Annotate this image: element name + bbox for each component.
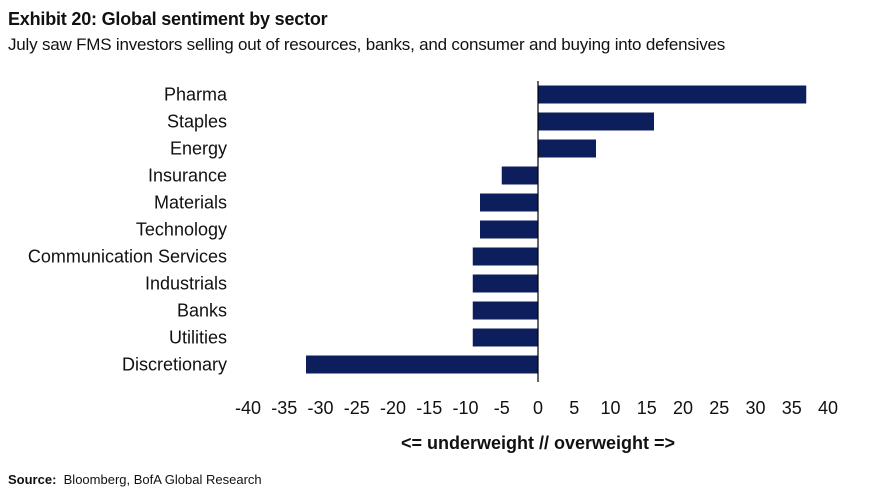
category-label: Utilities xyxy=(169,328,227,348)
x-tick-label: 0 xyxy=(533,398,543,418)
category-label: Insurance xyxy=(148,166,227,186)
category-label: Banks xyxy=(177,301,227,321)
category-label: Materials xyxy=(154,193,227,213)
x-tick-label: -30 xyxy=(307,398,333,418)
x-tick-label: 10 xyxy=(600,398,620,418)
category-label: Discretionary xyxy=(122,355,227,375)
bar xyxy=(472,328,538,347)
chart-title: Exhibit 20: Global sentiment by sector xyxy=(8,9,328,29)
x-tick-label: 40 xyxy=(818,398,838,418)
x-tick-label: -10 xyxy=(452,398,478,418)
category-label: Pharma xyxy=(164,85,228,105)
category-label: Communication Services xyxy=(28,247,227,267)
category-label: Industrials xyxy=(145,274,227,294)
x-tick-label: -5 xyxy=(494,398,510,418)
chart-subtitle: July saw FMS investors selling out of re… xyxy=(8,35,726,54)
bar xyxy=(472,301,538,320)
bar-chart: Pharma Staples Energy Insurance Materials Tec… xyxy=(28,81,838,453)
category-label: Technology xyxy=(136,220,227,240)
x-tick-label: -40 xyxy=(235,398,261,418)
x-tick-label: -25 xyxy=(344,398,370,418)
bar xyxy=(480,193,538,212)
x-tick-label: -15 xyxy=(416,398,442,418)
bar xyxy=(306,355,538,374)
x-axis-title: <= underweight // overweight => xyxy=(401,433,675,453)
source-text: Bloomberg, BofA Global Research xyxy=(63,472,262,487)
x-tick-label: 30 xyxy=(745,398,765,418)
source-label: Source: xyxy=(8,472,57,487)
bar xyxy=(538,139,596,158)
x-tick-label: 35 xyxy=(782,398,802,418)
bar xyxy=(472,274,538,293)
bar xyxy=(538,112,654,131)
x-tick-label: 20 xyxy=(673,398,693,418)
source-note: Source: Bloomberg, BofA Global Research xyxy=(8,472,262,487)
x-tick-label: 25 xyxy=(709,398,729,418)
category-label: Staples xyxy=(167,112,227,132)
x-tick-label: -20 xyxy=(380,398,406,418)
bar xyxy=(501,166,538,185)
bar xyxy=(472,247,538,266)
x-tick-label: -35 xyxy=(271,398,297,418)
x-tick-label: 5 xyxy=(569,398,579,418)
bar xyxy=(538,85,807,104)
category-label: Energy xyxy=(170,139,227,159)
x-tick-label: 15 xyxy=(637,398,657,418)
bar xyxy=(480,220,538,239)
